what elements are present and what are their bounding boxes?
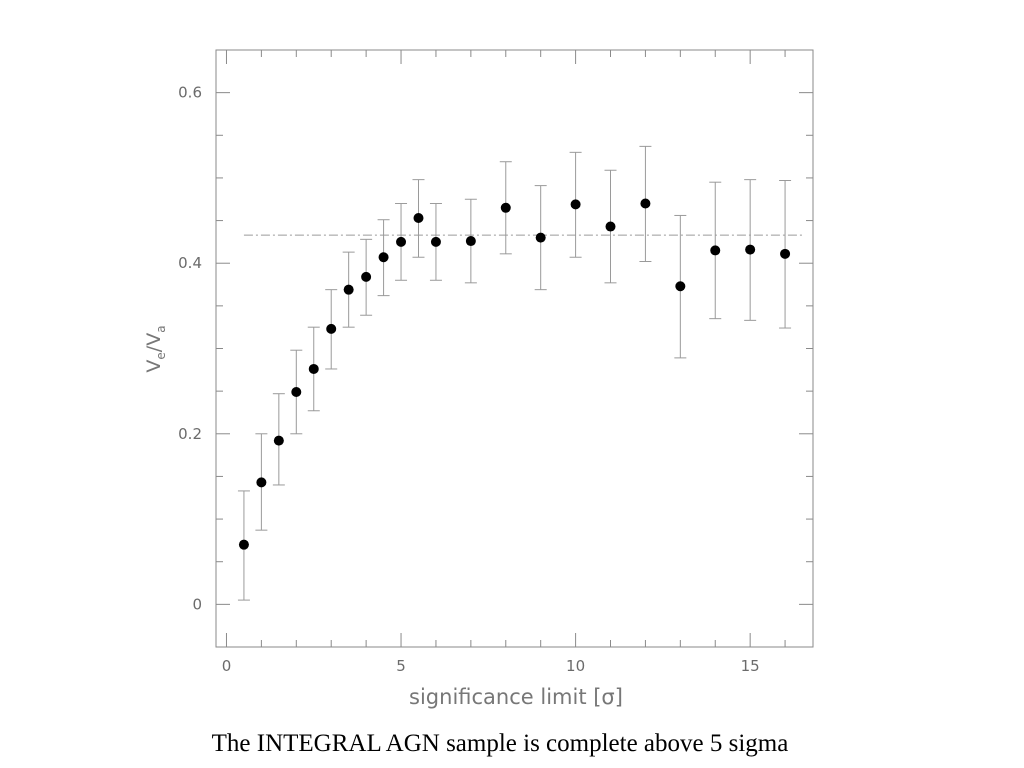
y-axis-title-group: Ve/Va — [143, 325, 168, 372]
data-point — [570, 199, 581, 210]
y-tick-label: 0.4 — [178, 254, 202, 272]
y-tick-label: 0.2 — [178, 425, 202, 443]
data-point — [500, 202, 511, 213]
data-point — [238, 539, 249, 550]
x-tick-label: 0 — [222, 657, 232, 675]
data-point — [780, 248, 791, 259]
x-axis-title: significance limit [σ] — [409, 685, 623, 709]
data-point — [413, 213, 424, 224]
data-point — [710, 245, 721, 256]
data-point — [465, 236, 476, 247]
data-point — [343, 284, 354, 295]
data-point — [396, 236, 407, 247]
data-point — [745, 244, 756, 255]
data-point — [535, 232, 546, 243]
plot-frame — [215, 49, 814, 648]
y-axis-title-main: V — [143, 360, 165, 373]
y-axis-title: Ve/Va — [143, 325, 168, 372]
data-point — [361, 271, 372, 282]
data-point — [326, 323, 337, 334]
data-point — [640, 198, 651, 209]
y-axis-title-sub-a: a — [154, 325, 168, 332]
slide-caption: The INTEGRAL AGN sample is complete abov… — [211, 730, 789, 757]
y-tick-label: 0 — [192, 595, 202, 613]
y-axis-title-sub-e: e — [154, 352, 168, 359]
data-point — [378, 252, 389, 263]
x-tick-label: 5 — [396, 657, 406, 675]
data-point — [273, 435, 284, 446]
data-point — [291, 386, 302, 397]
data-point — [430, 236, 441, 247]
x-axis-title-group: significance limit [σ] — [409, 685, 623, 709]
y-tick-label: 0.6 — [178, 84, 202, 102]
data-point — [605, 221, 616, 232]
data-point — [308, 363, 319, 374]
x-tick-label: 15 — [741, 657, 760, 675]
y-axis-title-sep: /V — [143, 333, 165, 352]
data-point — [256, 477, 267, 488]
plot-area: 0 5 10 15 0 0.2 0.4 0.6 — [178, 49, 814, 675]
data-point — [675, 281, 686, 292]
x-tick-label: 10 — [566, 657, 585, 675]
